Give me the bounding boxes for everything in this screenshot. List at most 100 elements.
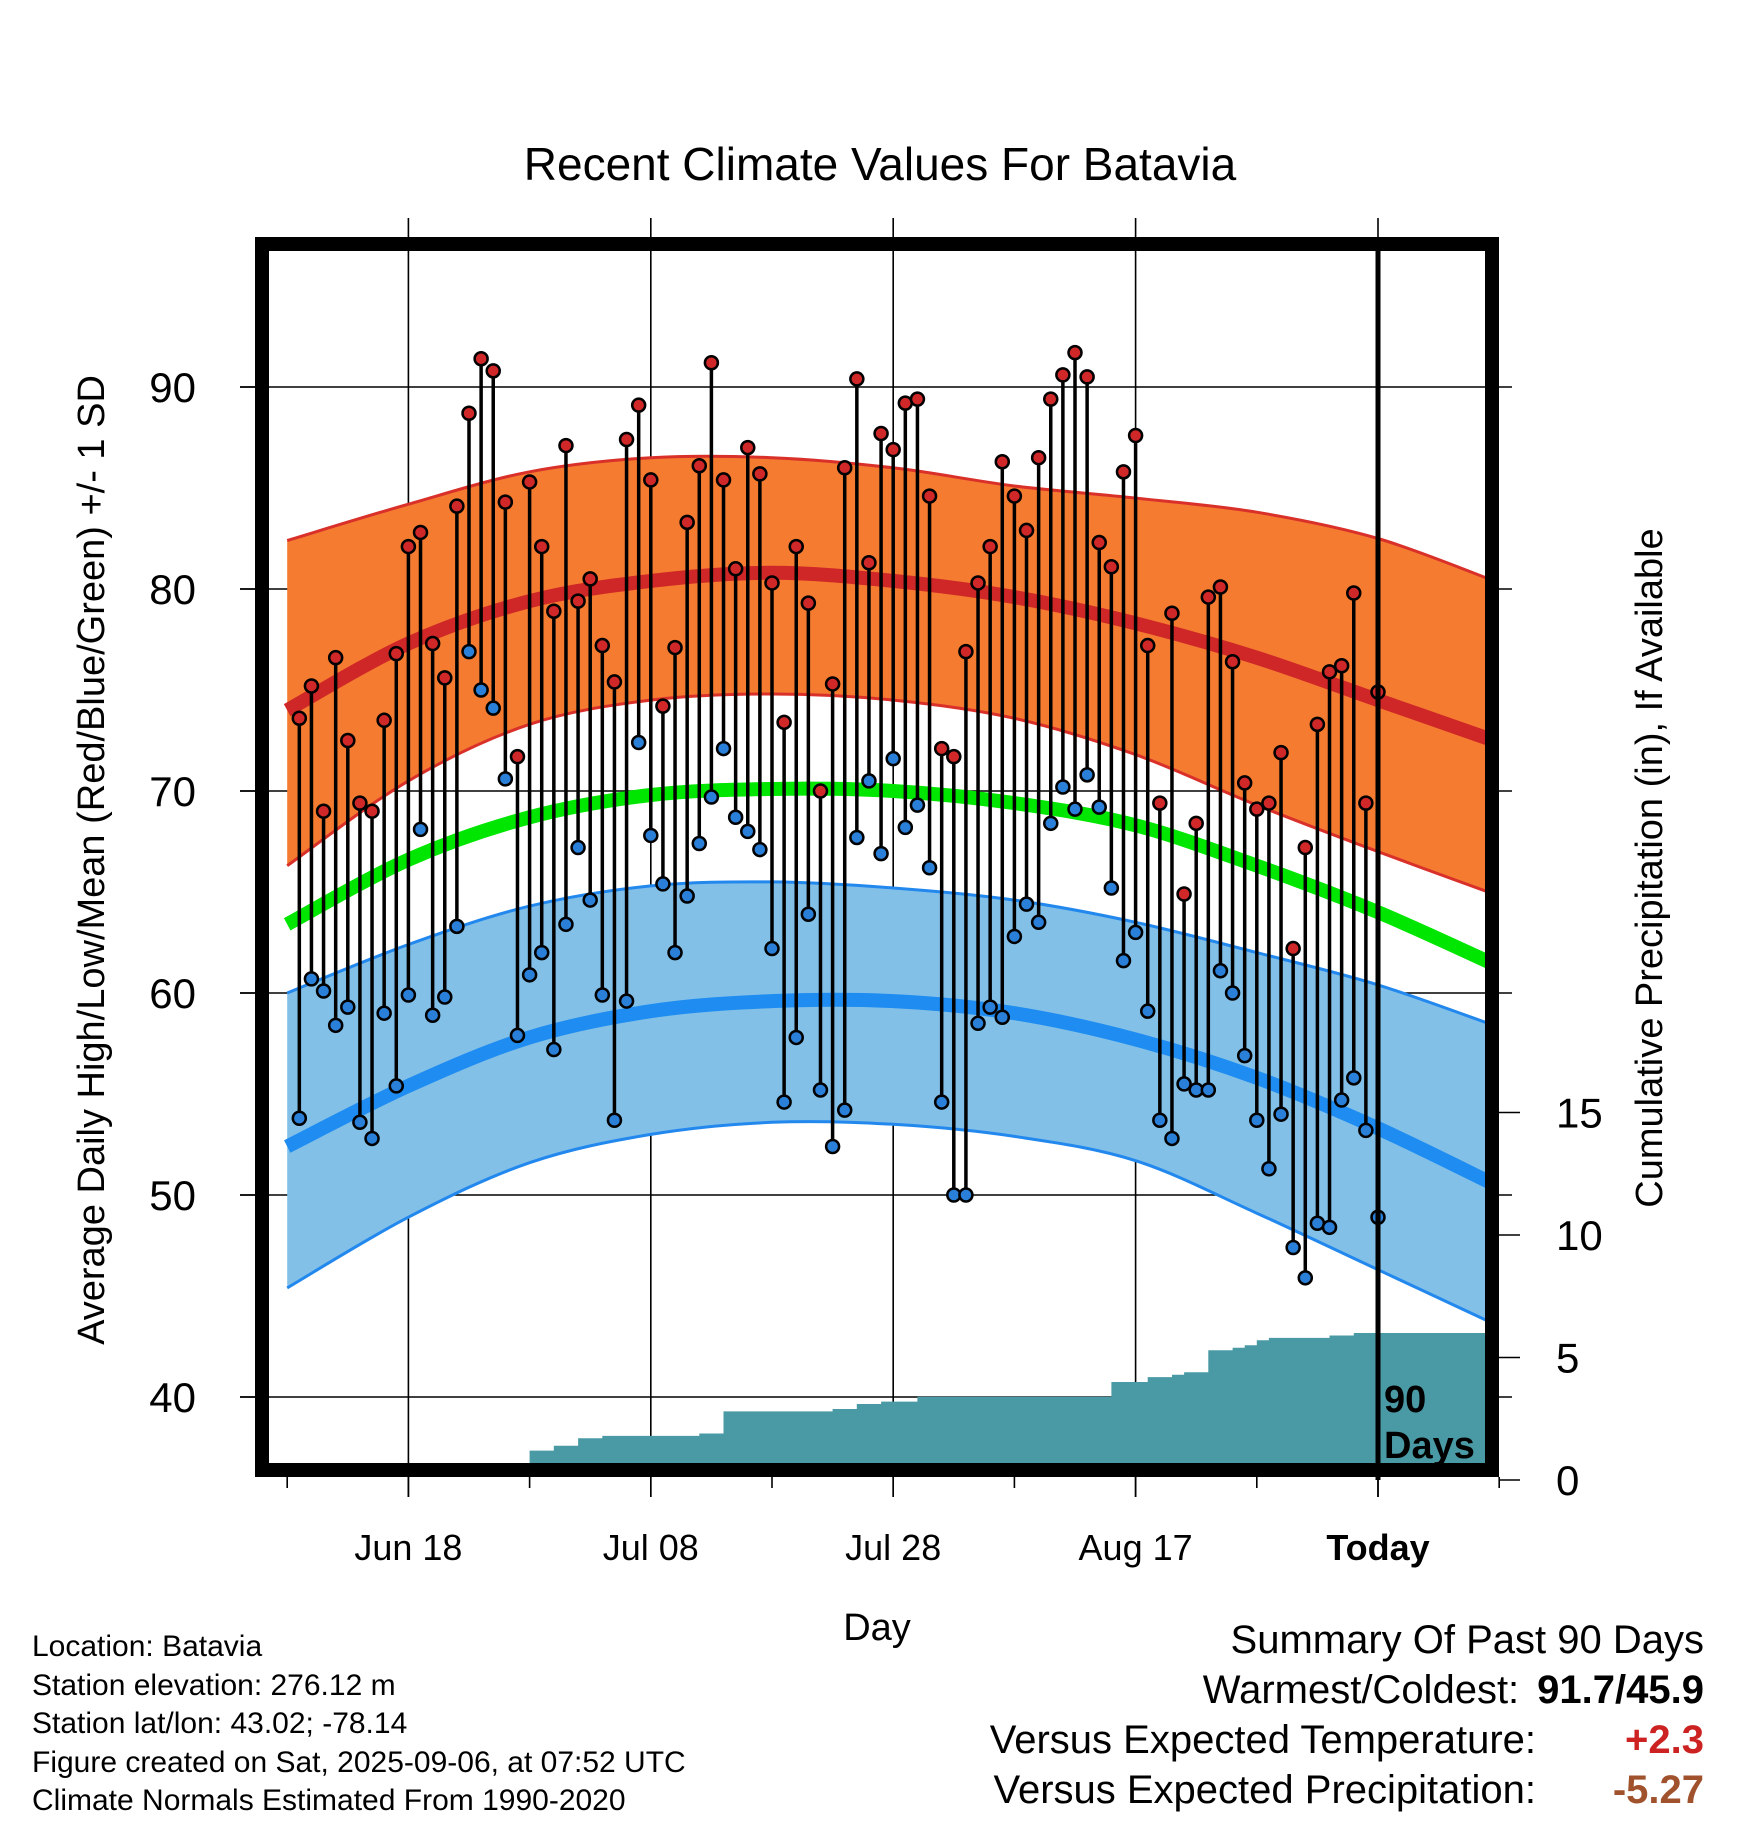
daily-high-point (1006, 488, 1023, 504)
daily-high-point (437, 670, 453, 686)
daily-low-point (909, 797, 926, 813)
daily-low-point (1030, 914, 1047, 931)
daily-low-point (461, 643, 477, 660)
daily-low-point (412, 821, 429, 838)
daily-low-point (1127, 924, 1144, 941)
daily-high-point (812, 783, 829, 799)
x-axis-label: Day (843, 1607, 911, 1649)
daily-high-point (679, 514, 695, 531)
daily-low-point (1152, 1112, 1168, 1129)
daily-low-point (885, 750, 901, 767)
daily-low-point (933, 1094, 950, 1110)
daily-high-point (1236, 775, 1253, 791)
daily-low-point (958, 1187, 974, 1203)
low-sd-band (287, 881, 1492, 1323)
daily-low-point (437, 989, 453, 1005)
daily-high-point (570, 593, 586, 609)
summary-panel: Summary Of Past 90 Days Warmest/Coldest:… (990, 1615, 1704, 1815)
daily-high-point (582, 571, 598, 587)
y-left-tick-label: 40 (149, 1374, 196, 1421)
daily-low-point (1091, 799, 1107, 815)
daily-high-point (703, 355, 720, 371)
y-left-tick-label: 70 (149, 768, 196, 815)
daily-low-point (764, 940, 780, 957)
daily-high-point (388, 645, 405, 662)
daily-high-point (376, 712, 392, 729)
precip-label: Versus Expected Precipitation: (993, 1768, 1536, 1812)
y-right-tick-label: 5 (1556, 1335, 1579, 1382)
daily-high-point (412, 524, 429, 541)
daily-high-point (1212, 579, 1229, 595)
y-left-tick-label: 80 (149, 566, 196, 613)
y-left-ticks: 40 50 60 70 80 90 (149, 364, 255, 1421)
daily-low-point (1224, 985, 1241, 1001)
y-right-tick-label: 0 (1556, 1457, 1579, 1504)
x-tick-label: Jul 28 (845, 1527, 941, 1568)
daily-high-point (1309, 716, 1326, 733)
daily-low-point (327, 1017, 344, 1034)
daily-low-point (1018, 896, 1035, 912)
daily-high-point (1285, 940, 1301, 957)
daily-low-point (521, 967, 538, 983)
daily-high-point (970, 575, 986, 591)
precip-value: -5.27 (1612, 1768, 1704, 1812)
daily-high-point (667, 639, 683, 656)
daily-low-point (727, 809, 744, 826)
daily-high-point (1055, 367, 1071, 383)
daily-high-point (546, 603, 562, 619)
daily-high-point (1261, 795, 1277, 811)
daily-low-point (533, 944, 550, 961)
daily-high-point (1224, 653, 1241, 670)
daily-high-point (1152, 795, 1168, 811)
daily-low-point (873, 845, 889, 862)
daily-low-point (570, 839, 586, 856)
daily-range-stems (297, 352, 1380, 1278)
daily-high-point (861, 554, 877, 571)
y-right-tick-label: 10 (1556, 1212, 1603, 1259)
daily-high-point (921, 488, 938, 504)
daily-low-point (740, 823, 756, 840)
daily-low-point (812, 1082, 829, 1098)
daily-low-point (1236, 1047, 1253, 1064)
daily-low-point (1006, 928, 1023, 945)
daily-high-point (1249, 801, 1265, 817)
y-left-tick-label: 90 (149, 364, 196, 411)
daily-high-point (315, 803, 332, 819)
daily-low-point (861, 773, 877, 789)
daily-low-point (849, 829, 865, 846)
high-sd-band (287, 456, 1492, 894)
daily-high-point (449, 498, 465, 514)
daily-low-point (679, 888, 695, 904)
summary-heading: Summary Of Past 90 Days (1230, 1618, 1704, 1662)
daily-low-point (655, 876, 671, 892)
daily-high-point (291, 710, 308, 727)
daily-high-point (715, 472, 732, 488)
daily-low-point (970, 1015, 986, 1032)
daily-low-point (400, 987, 417, 1003)
warm-cold-label: Warmest/Coldest: (1202, 1668, 1520, 1712)
temp-value: +2.3 (1625, 1718, 1704, 1762)
daily-high-point (340, 732, 356, 749)
daily-low-point (315, 983, 332, 999)
daily-high-point (764, 575, 780, 591)
precipitation-area-shape (262, 1333, 1492, 1470)
daily-low-point (1176, 1076, 1192, 1092)
daily-high-point (1067, 344, 1083, 361)
daily-high-point (909, 391, 926, 407)
daily-high-point (424, 635, 441, 652)
daily-high-point (1321, 664, 1338, 680)
daily-high-point (836, 460, 853, 476)
x-tick-label: Aug 17 (1079, 1527, 1193, 1568)
daily-high-point (982, 538, 998, 555)
daily-high-point (303, 678, 320, 694)
daily-high-point (1297, 839, 1314, 856)
daily-high-point (776, 714, 792, 731)
daily-high-point (1358, 795, 1374, 811)
daily-low-point (752, 841, 768, 858)
x-tick-label: Jun 18 (354, 1527, 462, 1568)
daily-low-point (424, 1007, 441, 1023)
daily-low-point (994, 1009, 1011, 1025)
daily-low-point (1285, 1239, 1301, 1256)
daily-high-point (1200, 589, 1217, 605)
daily-high-point (352, 795, 368, 811)
